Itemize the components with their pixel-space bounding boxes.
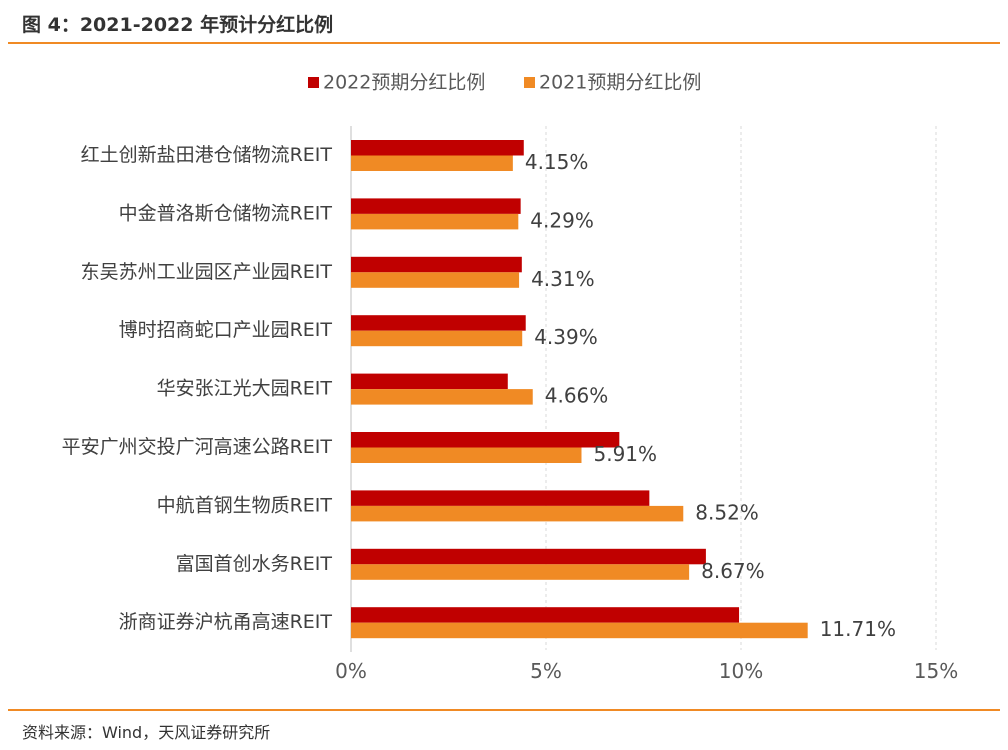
source-note: 资料来源：Wind，天风证券研究所 [22, 723, 271, 742]
x-tick-label: 0% [335, 659, 367, 683]
data-label: 4.15% [525, 150, 589, 174]
category-label: 东吴苏州工业园区产业园REIT [81, 261, 333, 283]
bar-2022 [351, 198, 521, 214]
category-label: 华安张江光大园REIT [157, 378, 333, 400]
x-tick-label: 5% [530, 659, 562, 683]
bar-2022 [351, 490, 650, 506]
top-divider [8, 42, 1000, 44]
bar-2021 [351, 272, 520, 288]
category-label: 富国首创水务REIT [176, 553, 333, 575]
bar-2021 [351, 447, 582, 463]
bar-2022 [351, 548, 706, 565]
data-label: 4.39% [534, 325, 598, 349]
bar-2022 [351, 140, 524, 156]
bar-2021 [351, 213, 519, 230]
data-label: 4.31% [531, 267, 595, 291]
x-tick-label: 15% [914, 659, 958, 683]
legend-label: 2021预期分红比例 [539, 72, 701, 94]
chart-title: 图 4：2021-2022 年预计分红比例 [22, 14, 334, 36]
bar-2021 [351, 622, 808, 639]
x-tick-label: 10% [719, 659, 763, 683]
legend-swatch [308, 77, 319, 88]
bar-2022 [351, 315, 526, 331]
category-label: 博时招商蛇口产业园REIT [119, 319, 333, 341]
category-label: 中金普洛斯仓储物流REIT [119, 202, 333, 224]
data-label: 4.29% [530, 208, 594, 232]
category-label: 红土创新盐田港仓储物流REIT [81, 144, 333, 166]
data-label: 8.67% [701, 559, 765, 583]
bottom-divider [8, 709, 1000, 711]
legend-label: 2022预期分红比例 [323, 72, 485, 94]
bar-2022 [351, 373, 508, 390]
data-label: 4.66% [545, 384, 609, 408]
bar-2022 [351, 607, 740, 623]
legend-swatch [524, 77, 535, 88]
bar-2022 [351, 432, 620, 448]
bar-2021 [351, 330, 523, 347]
category-label: 浙商证券沪杭甬高速REIT [119, 611, 333, 633]
bar-2021 [351, 564, 690, 580]
category-label: 平安广州交投广河高速公路REIT [62, 436, 333, 458]
bar-2021 [351, 155, 513, 171]
data-label: 5.91% [593, 442, 657, 466]
data-label: 8.52% [695, 500, 759, 524]
bar-2021 [351, 505, 684, 522]
bar-2022 [351, 256, 522, 273]
category-label: 中航首钢生物质REIT [157, 494, 333, 516]
data-label: 11.71% [820, 617, 896, 641]
bar-2021 [351, 389, 533, 405]
